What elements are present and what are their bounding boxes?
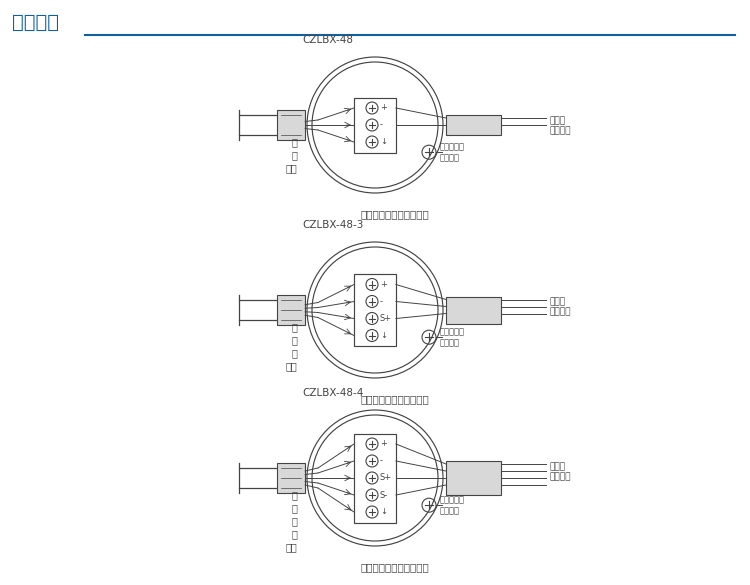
- Text: ↓: ↓: [380, 508, 387, 517]
- Text: 至控制室: 至控制室: [549, 308, 571, 316]
- Text: 黄续: 黄续: [285, 542, 297, 552]
- Bar: [277, 110, 305, 140]
- Bar: [277, 295, 305, 325]
- Text: 蓝: 蓝: [291, 516, 297, 526]
- Text: 红: 红: [291, 137, 297, 147]
- Bar: [354, 274, 396, 346]
- Text: 至控制室: 至控制室: [549, 126, 571, 135]
- Text: +: +: [380, 280, 387, 289]
- Bar: [446, 297, 501, 324]
- Text: 二线制现场仪表接线方式: 二线制现场仪表接线方式: [361, 209, 429, 219]
- Text: 变送器金属: 变送器金属: [440, 143, 465, 152]
- Text: 信号线: 信号线: [549, 298, 566, 307]
- Text: 黑: 黑: [291, 335, 297, 345]
- Text: 信号线: 信号线: [549, 462, 566, 471]
- Text: S+: S+: [380, 473, 392, 483]
- Text: 四线制现场仪表接线方式: 四线制现场仪表接线方式: [361, 562, 429, 572]
- Text: 外壳接地: 外壳接地: [440, 339, 460, 347]
- Bar: [354, 98, 396, 153]
- Text: -: -: [380, 297, 383, 306]
- Bar: [354, 433, 396, 522]
- Text: 红: 红: [291, 322, 297, 332]
- Text: 灰: 灰: [291, 529, 297, 539]
- Text: 变送器金属: 变送器金属: [440, 328, 465, 337]
- Text: 黄续: 黄续: [285, 163, 297, 173]
- Text: S-: S-: [380, 490, 388, 500]
- Text: 三线制现场仪表接线方式: 三线制现场仪表接线方式: [361, 394, 429, 404]
- Text: +: +: [380, 439, 387, 449]
- Text: 黑: 黑: [291, 150, 297, 160]
- Text: -: -: [380, 456, 383, 466]
- Text: ↓: ↓: [380, 137, 387, 146]
- Text: 变送器金属: 变送器金属: [440, 495, 465, 505]
- Text: 红: 红: [291, 490, 297, 500]
- Text: -: -: [380, 121, 383, 129]
- Text: S+: S+: [380, 314, 392, 323]
- Text: 蓝: 蓝: [291, 348, 297, 358]
- Text: CZLBX-48: CZLBX-48: [302, 35, 353, 45]
- Text: CZLBX-48-3: CZLBX-48-3: [302, 220, 363, 230]
- Bar: [446, 461, 501, 495]
- Text: 外壳接地: 外壳接地: [440, 507, 460, 516]
- Text: CZLBX-48-4: CZLBX-48-4: [302, 388, 363, 398]
- Bar: [446, 115, 501, 135]
- Text: 黑: 黑: [291, 503, 297, 513]
- Text: 黄续: 黄续: [285, 361, 297, 371]
- Text: 信号线: 信号线: [549, 116, 566, 125]
- Text: ↓: ↓: [380, 331, 387, 340]
- Text: +: +: [380, 104, 387, 112]
- Text: 外壳接地: 外壳接地: [440, 154, 460, 163]
- Text: 至控制室: 至控制室: [549, 472, 571, 481]
- Bar: [277, 463, 305, 493]
- Text: 接线示意: 接线示意: [12, 12, 59, 32]
